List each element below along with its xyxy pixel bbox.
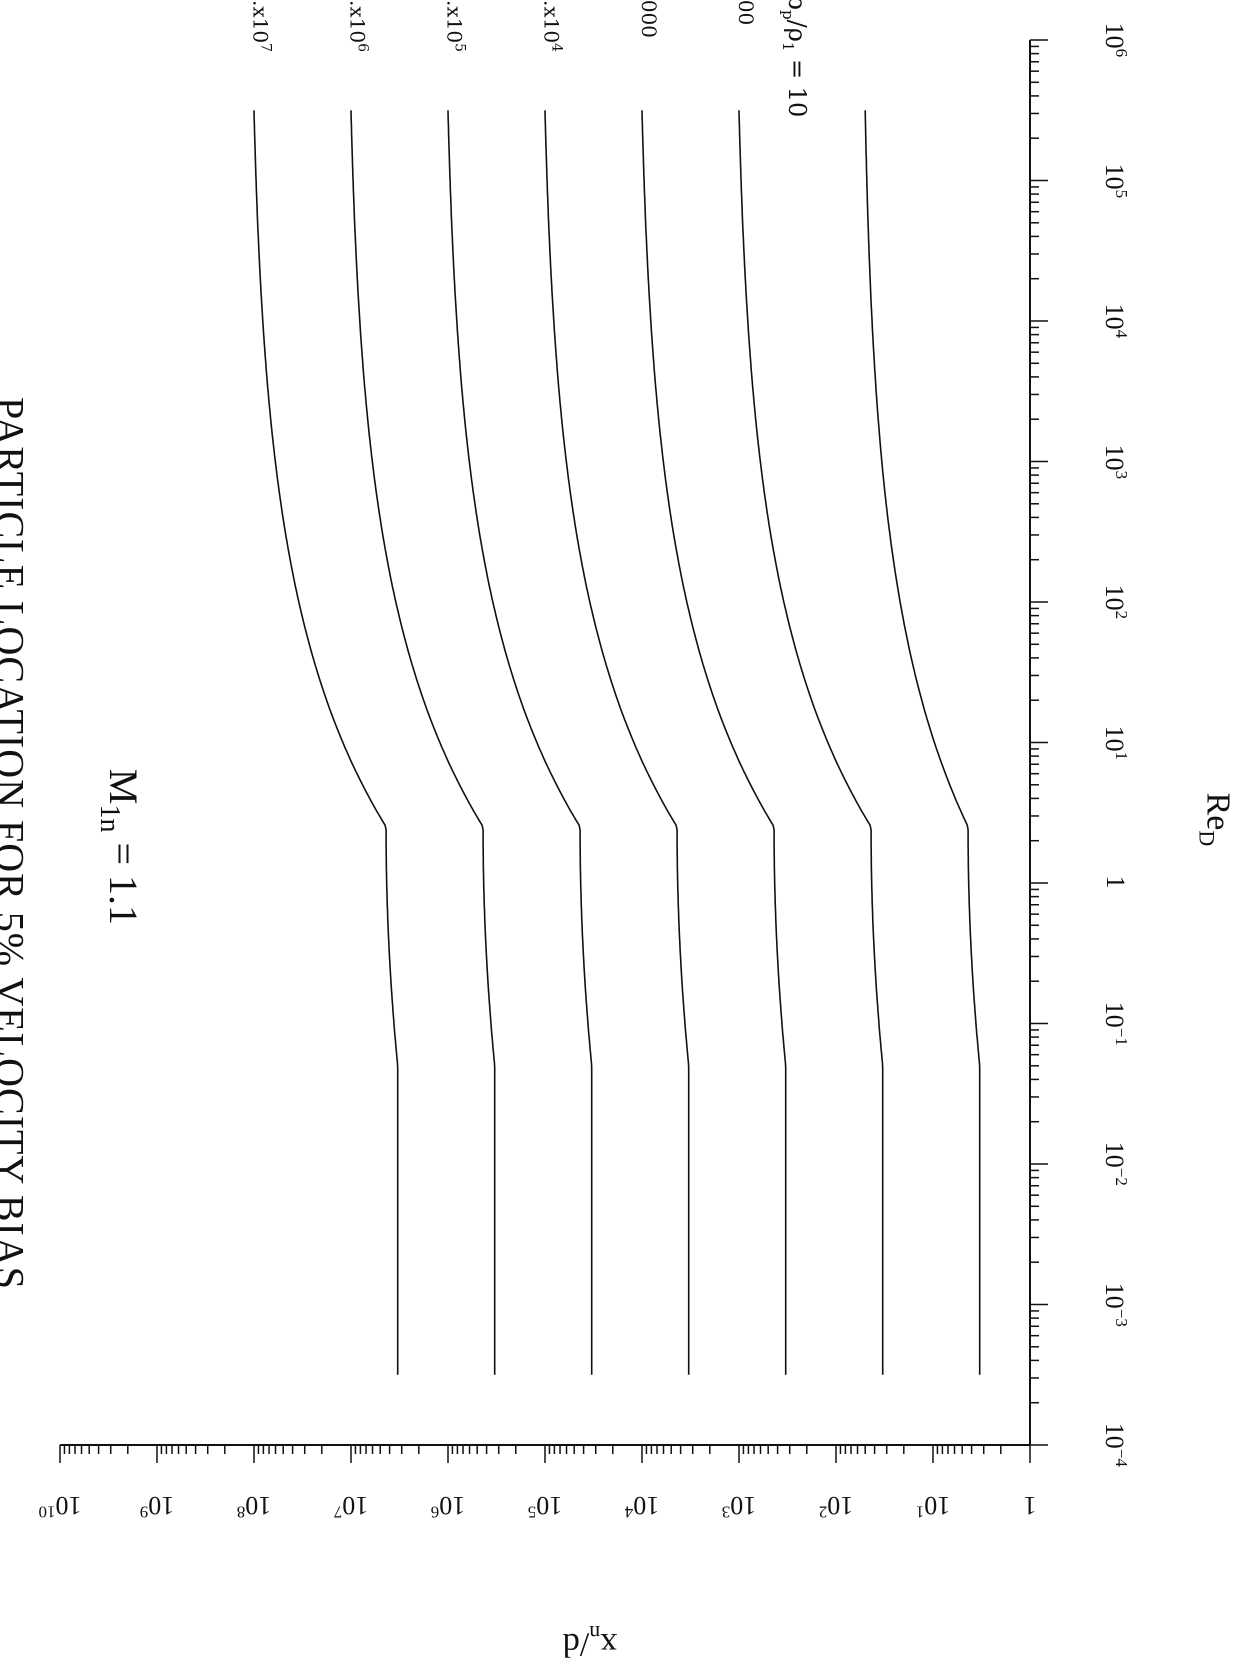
series-label-3: 1.x104 [539,0,565,53]
series-label-2: 1000 [637,0,661,38]
series-line-6 [253,110,399,1375]
y-tick-label: 1 [1023,1491,1037,1520]
x-tick-label: 101 [1100,725,1131,760]
series-line-4 [447,110,593,1375]
x-axis-label: ReD [1194,792,1237,847]
x-tick-label: 10−4 [1100,1422,1131,1467]
series-line-1 [738,110,884,1375]
x-tick-label: 104 [1100,303,1131,339]
y-tick-label: 104 [624,1491,660,1522]
y-tick-label: 107 [333,1491,369,1522]
series-line-0 [864,110,981,1375]
series-line-3 [544,110,690,1375]
x-tick-label: 1 [1101,875,1130,889]
legend-density-ratio: ρp/ρ1 = 10 [779,0,811,118]
chart-subtitle: M1n = 1.1 [94,768,146,926]
series-label-4: 1.x105 [442,0,468,53]
x-tick-label: 102 [1100,584,1131,620]
x-tick-label: 10−3 [1100,1282,1131,1327]
y-axis-label: xn/d [562,1621,618,1663]
x-tick-label: 103 [1100,444,1131,479]
x-tick-label: 106 [1100,22,1131,58]
x-tick-label: 105 [1100,163,1131,198]
y-tick-label: 109 [139,1491,175,1522]
y-tick-label: 102 [818,1491,854,1522]
chart-axes [59,39,1048,1463]
chart-title: PARTICLE LOCATION FOR 5% VELOCITY BIAS [0,396,33,1291]
y-tick-label: 105 [527,1491,563,1522]
y-tick-label: 103 [721,1491,757,1522]
x-tick-label: 10−1 [1100,1001,1131,1046]
series-line-2 [641,110,787,1375]
y-tick-label: 106 [430,1491,466,1522]
series-label-1: 100 [734,0,758,26]
y-tick-label: 1010 [38,1491,82,1522]
y-tick-label: 108 [236,1491,272,1522]
series-label-5: 1.x106 [345,0,371,53]
x-tick-label: 10−2 [1100,1141,1131,1186]
chart-series [253,110,981,1375]
series-line-5 [350,110,496,1375]
y-tick-label: 101 [915,1491,951,1522]
series-label-6: 1.x107 [248,0,274,53]
